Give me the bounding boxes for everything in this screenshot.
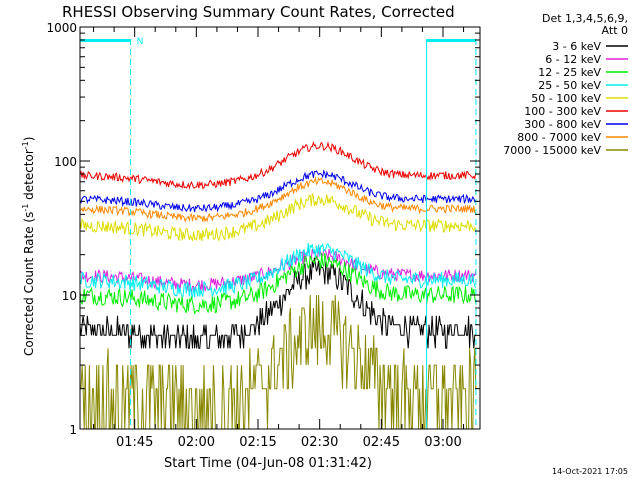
legend-label: 3 - 6 keV [552,40,601,53]
series-line [79,252,477,315]
series-line [79,176,477,223]
legend-label: 100 - 300 keV [524,105,601,118]
series-line [79,257,476,349]
series-line [79,243,477,299]
plot-frame [79,26,481,430]
series-line [79,169,477,213]
legend-label: 7000 - 15000 keV [503,144,601,157]
y-axis-label: Corrected Count Rate (s-1 detector-1) [21,137,36,356]
axes: 1 10 100 1000 01:45 02:00 02:15 02:30 02:45 03:00 [46,21,481,450]
footer-date: 14-Oct-2021 17:05 [552,467,628,476]
attenuator-bar [80,39,131,42]
legend-label: 50 - 100 keV [531,92,601,105]
y-tick-label: 100 [54,155,77,169]
legend-header: Det 1,3,4,5,6,9, [542,12,628,25]
legend-label: 6 - 12 keV [545,53,601,66]
series-line [79,140,477,190]
series-line [79,193,477,242]
legend-label: 300 - 800 keV [524,118,601,131]
chart-title: RHESSI Observing Summary Count Rates, Co… [62,3,455,21]
legend-label: 25 - 50 keV [538,79,601,92]
attenuator-bar-label: N [137,37,144,47]
x-tick-label: 02:30 [301,435,338,450]
series-line [80,294,477,430]
x-axis-label: Start Time (04-Jun-08 01:31:42) [164,456,372,471]
data-lines [79,140,477,430]
legend-header: Att 0 [602,24,628,37]
y-tick-label: 1000 [46,21,77,35]
x-tick-label: 01:45 [116,435,153,450]
x-tick-label: 02:45 [363,435,400,450]
x-tick-label: 03:00 [424,435,461,450]
legend-label: 800 - 7000 keV [517,131,601,144]
series-line [79,246,477,293]
x-tick-label: 02:15 [239,435,276,450]
x-tick-label: 02:00 [178,435,215,450]
y-tick-label: 1 [69,423,77,437]
attenuator-bar [426,39,476,42]
legend-label: 12 - 25 keV [538,66,601,79]
y-tick-label: 10 [62,289,77,303]
